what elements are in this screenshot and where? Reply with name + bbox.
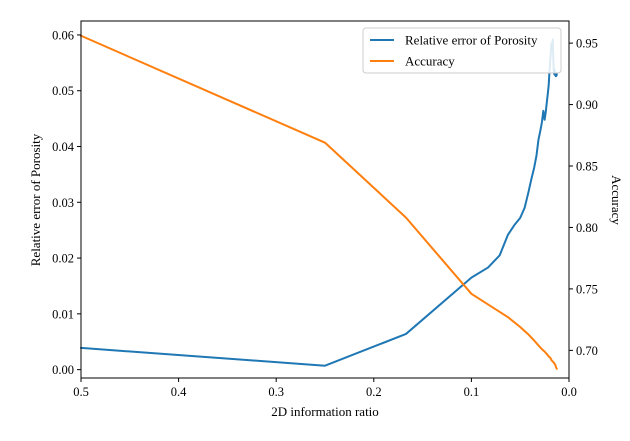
x-tick-label: 0.4 bbox=[171, 385, 187, 399]
y-right-tick-label: 0.75 bbox=[576, 282, 598, 296]
y-left-axis-label: Relative error of Porosity bbox=[28, 133, 43, 266]
y-left-tick-label: 0.02 bbox=[52, 252, 74, 266]
legend: Relative error of Porosity Accuracy bbox=[362, 27, 562, 74]
y-left-tick-label: 0.05 bbox=[52, 84, 74, 98]
plot-frame bbox=[80, 20, 570, 379]
axes-ticks: 0.5 0.4 0.3 0.2 0.1 0.0 0.00 0.01 0.02 0.03 0.04 0.… bbox=[52, 28, 598, 399]
x-tick-label: 0.1 bbox=[464, 385, 480, 399]
legend-label-porosity: Relative error of Porosity bbox=[405, 33, 538, 48]
series-line-accuracy bbox=[80, 34, 558, 370]
y-right-tick-label: 0.90 bbox=[576, 98, 598, 112]
series-line-porosity-error bbox=[80, 38, 558, 367]
x-tick-label: 0.0 bbox=[561, 385, 577, 399]
y-right-axis-label: Accuracy bbox=[609, 175, 624, 225]
x-tick-label: 0.2 bbox=[366, 385, 382, 399]
y-left-tick-label: 0.04 bbox=[52, 140, 75, 154]
y-left-tick-label: 0.06 bbox=[52, 28, 74, 42]
y-right-tick-label: 0.85 bbox=[576, 160, 598, 174]
x-tick-label: 0.3 bbox=[268, 385, 284, 399]
x-axis-label: 2D information ratio bbox=[271, 404, 379, 419]
y-left-tick-label: 0.03 bbox=[52, 196, 74, 210]
plot-area bbox=[80, 34, 558, 370]
legend-label-accuracy: Accuracy bbox=[405, 54, 455, 69]
x-tick-label: 0.5 bbox=[73, 385, 89, 399]
y-right-tick-label: 0.70 bbox=[576, 344, 598, 358]
y-right-tick-label: 0.95 bbox=[576, 37, 598, 51]
y-right-tick-label: 0.80 bbox=[576, 221, 598, 235]
y-left-tick-label: 0.00 bbox=[52, 363, 74, 377]
y-left-tick-label: 0.01 bbox=[52, 307, 74, 321]
legend-box bbox=[362, 27, 562, 74]
